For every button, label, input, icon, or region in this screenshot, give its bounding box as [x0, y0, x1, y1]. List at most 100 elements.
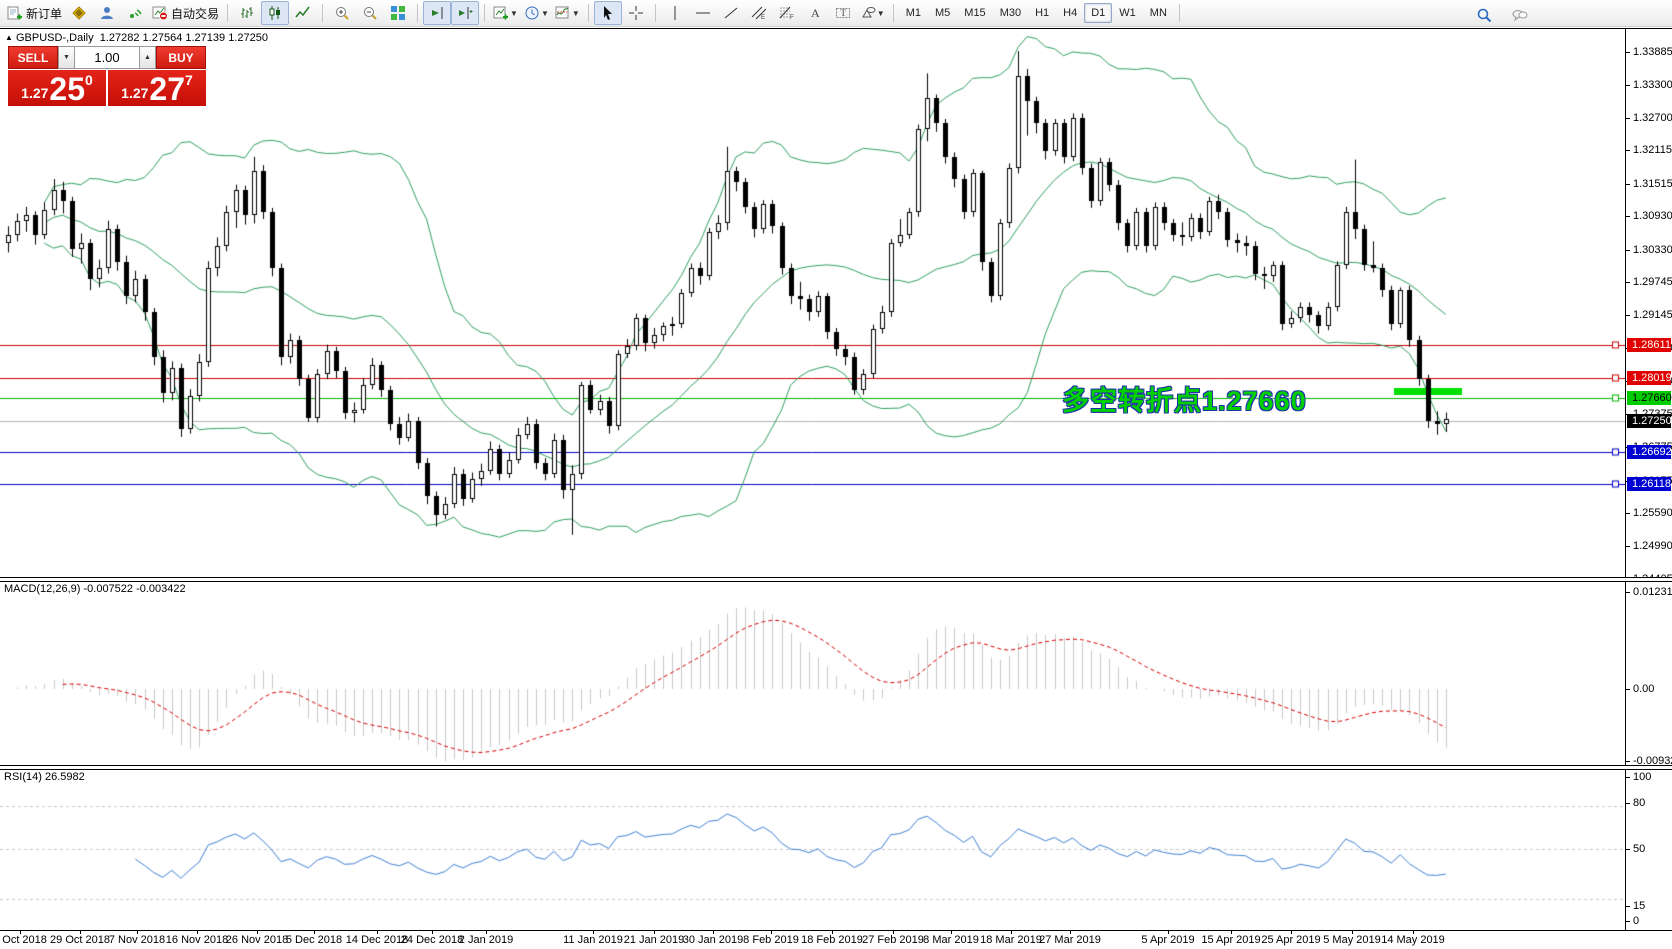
signals-button[interactable] — [121, 1, 149, 25]
date-label: 2 Jan 2019 — [458, 934, 514, 946]
chart-shift-icon — [459, 7, 473, 19]
tab-timeframe-w1[interactable]: W1 — [1119, 7, 1136, 19]
date-label: 7 Nov 2018 — [108, 934, 166, 946]
chart-shift-button[interactable] — [451, 1, 480, 25]
date-label: 5 Dec 2018 — [285, 934, 343, 946]
one-click-trading-panel: SELL ▼ ▲ BUY 1.27 25 0 1.27 27 7 — [8, 46, 206, 106]
tab-timeframe-h4[interactable]: H4 — [1063, 7, 1078, 19]
gold-icon — [72, 6, 86, 20]
zoom-in-button[interactable] — [328, 1, 356, 25]
date-label: 18 Feb 2019 — [801, 934, 863, 946]
profile-button[interactable] — [93, 1, 121, 25]
vertical-line-tool[interactable] — [661, 1, 689, 25]
rsi-axis-tick — [1626, 921, 1630, 922]
text-label-icon: T — [835, 8, 850, 18]
shapes-dropdown[interactable]: ▼ — [857, 1, 888, 25]
price-chart-canvas[interactable] — [0, 29, 1625, 578]
panel-splitter[interactable] — [0, 765, 1672, 770]
time-axis-tick — [832, 931, 833, 934]
crosshair-tool-button[interactable] — [622, 1, 650, 25]
date-label: 14 May 2019 — [1381, 934, 1445, 946]
new-order-label: 新订单 — [26, 6, 63, 21]
candlestick-chart-button[interactable] — [261, 1, 290, 25]
indicators-dropdown[interactable]: ▼ — [552, 1, 583, 25]
new-order-button[interactable]: 新订单 — [4, 1, 65, 25]
auto-scroll-button[interactable] — [423, 1, 452, 25]
tab-timeframe-m15[interactable]: M15 — [964, 7, 986, 19]
signal-icon — [130, 9, 142, 18]
time-axis-tick — [893, 931, 894, 934]
tab-timeframe-m30[interactable]: M30 — [999, 7, 1022, 19]
bar-chart-button[interactable] — [233, 1, 261, 25]
price-axis-tick — [1626, 216, 1630, 218]
fibonacci-tool[interactable]: F — [773, 1, 801, 25]
toolbar-separator — [322, 4, 324, 22]
time-axis-tick — [486, 931, 487, 934]
tile-windows-button[interactable] — [384, 1, 412, 25]
rsi-axis-label: 80 — [1633, 797, 1646, 809]
macd-label: MACD(12,26,9) — [4, 583, 81, 595]
panel-splitter[interactable] — [0, 577, 1672, 582]
sell-button[interactable]: SELL — [8, 46, 58, 69]
sell-price-display[interactable]: 1.27 25 0 — [8, 70, 106, 106]
tab-timeframe-m1[interactable]: M1 — [905, 7, 921, 19]
toolbar-separator — [892, 4, 894, 22]
buy-button[interactable]: BUY — [156, 46, 206, 69]
rsi-value: 26.5982 — [44, 771, 85, 783]
horizontal-line-tool[interactable] — [689, 1, 717, 25]
date-label: 21 Jan 2019 — [623, 934, 685, 946]
text-tool[interactable]: A — [801, 1, 829, 25]
time-axis-tick — [432, 931, 433, 934]
text-label-tool[interactable]: T — [829, 1, 857, 25]
tab-timeframe-d1[interactable]: D1 — [1084, 3, 1113, 23]
tab-timeframe-h1[interactable]: H1 — [1035, 7, 1050, 19]
toolbar-separator — [227, 4, 229, 22]
buy-price-display[interactable]: 1.27 27 7 — [108, 70, 206, 106]
zoom-out-button[interactable] — [356, 1, 384, 25]
price-axis-tick — [1626, 282, 1630, 284]
search-button[interactable] — [1470, 3, 1498, 27]
price-badge: 1.28611 — [1627, 338, 1671, 353]
time-axis-tick — [377, 931, 378, 934]
price-tick-label: 1.30930 — [1633, 210, 1672, 223]
volume-increase-button[interactable]: ▲ — [139, 46, 156, 69]
chart-annotation-text[interactable]: 多空转折点1.27660 — [1062, 386, 1307, 416]
chat-button[interactable] — [1506, 3, 1534, 27]
time-axis-tick — [20, 931, 21, 934]
bar-chart-icon — [241, 7, 254, 18]
buy-price-head: 1.27 — [121, 85, 149, 101]
new-order-icon — [7, 6, 22, 20]
svg-text:E: E — [761, 15, 765, 21]
price-tick-label: 1.25590 — [1633, 507, 1672, 520]
volume-input[interactable] — [75, 46, 139, 69]
date-label: 15 Apr 2019 — [1201, 934, 1261, 946]
new-chart-dropdown[interactable]: ▼ — [490, 1, 521, 25]
price-axis[interactable]: 1.33885 1.33300 1.32700 1.32115 1.31515 1.309… — [1625, 29, 1672, 930]
rsi-chart-canvas[interactable] — [0, 770, 1625, 930]
line-chart-button[interactable] — [289, 1, 317, 25]
time-axis-tick — [1231, 931, 1232, 934]
cursor-tool-button[interactable] — [593, 1, 622, 25]
volume-decrease-button[interactable]: ▼ — [58, 46, 75, 69]
symbol-period-label: GBPUSD-,Daily — [15, 32, 94, 44]
trendline-tool[interactable] — [717, 1, 745, 25]
tab-timeframe-m5[interactable]: M5 — [935, 7, 951, 19]
sell-price-big: 25 — [49, 71, 86, 107]
fibonacci-icon: F — [779, 6, 794, 21]
chart-header: ▲ GBPUSD-,Daily 1.27282 1.27564 1.27139 … — [5, 32, 268, 44]
channel-tool[interactable]: E — [745, 1, 773, 25]
autotrade-icon — [152, 6, 169, 21]
periods-dropdown[interactable]: ▼ — [521, 1, 552, 25]
macd-chart-canvas[interactable] — [0, 582, 1625, 765]
price-axis-tick — [1626, 546, 1630, 548]
svg-text:A: A — [811, 6, 820, 20]
price-axis-tick — [1626, 52, 1630, 53]
autotrade-button[interactable]: 自动交易 — [149, 1, 222, 25]
tab-timeframe-mn[interactable]: MN — [1149, 7, 1167, 19]
time-axis-tick — [1291, 931, 1292, 934]
macd-axis-label: 0.00 — [1633, 683, 1655, 695]
tile-windows-icon — [391, 6, 406, 20]
time-axis-tick — [1413, 931, 1414, 934]
history-button[interactable] — [65, 1, 93, 25]
